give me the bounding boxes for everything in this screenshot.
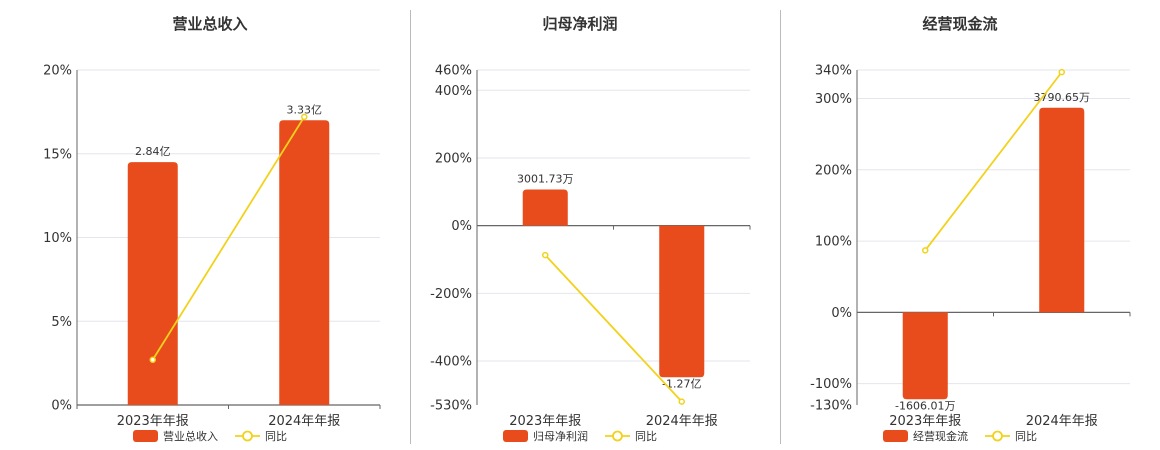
legend-line-label: 同比 xyxy=(265,430,287,443)
y-tick-label: 300% xyxy=(815,92,852,107)
chart-title: 归母净利润 xyxy=(542,15,617,33)
x-category-label: 2023年年报 xyxy=(889,414,961,429)
legend-bar-swatch xyxy=(883,430,908,442)
x-category-label: 2023年年报 xyxy=(509,414,581,429)
legend-bar-swatch xyxy=(133,430,158,442)
y-tick-label: 15% xyxy=(43,147,72,162)
legend: 归母净利润 同比 xyxy=(503,429,657,443)
legend-bar-label: 归母净利润 xyxy=(533,429,588,443)
yoy-line xyxy=(151,116,306,361)
chart-title: 营业总收入 xyxy=(172,15,247,33)
legend: 经营现金流 同比 xyxy=(883,429,1037,443)
y-tick-label: 400% xyxy=(435,84,472,99)
yoy-line xyxy=(924,71,1063,251)
chart-title: 经营现金流 xyxy=(922,15,997,33)
y-tick-label: 5% xyxy=(51,315,72,330)
yoy-point xyxy=(301,113,308,121)
y-tick-label: 340% xyxy=(815,64,852,79)
x-category-label: 2023年年报 xyxy=(117,414,189,429)
x-category-label: 2024年年报 xyxy=(646,414,718,429)
x-category-label: 2024年年报 xyxy=(1026,414,1098,429)
legend-line-marker xyxy=(242,430,253,442)
legend-bar-label: 营业总收入 xyxy=(163,429,218,443)
yoy-point xyxy=(678,398,685,405)
y-tick-label: -130% xyxy=(810,399,852,414)
x-category-label: 2024年年报 xyxy=(268,414,340,429)
y-tick-label: -200% xyxy=(430,287,472,302)
bar-data-label: -1.27亿 xyxy=(662,377,701,390)
bar-data-label: -1606.01万 xyxy=(895,399,955,412)
y-tick-label: 100% xyxy=(815,235,852,250)
bar xyxy=(659,225,705,378)
legend-line-label: 同比 xyxy=(635,430,657,443)
yoy-point xyxy=(922,247,929,254)
yoy-point xyxy=(542,251,549,259)
legend-line-marker xyxy=(992,430,1003,442)
yoy-line xyxy=(544,254,683,403)
bar xyxy=(127,162,178,405)
legend-bar-swatch xyxy=(503,430,528,442)
bar xyxy=(522,189,568,226)
bar xyxy=(1039,107,1085,313)
legend-line-marker xyxy=(612,430,623,442)
y-tick-label: -530% xyxy=(430,399,472,414)
y-tick-label: -400% xyxy=(430,355,472,370)
y-tick-label: 0% xyxy=(831,306,852,321)
bar xyxy=(902,312,948,400)
y-tick-label: 20% xyxy=(43,64,72,79)
y-tick-label: 0% xyxy=(451,219,472,234)
legend: 营业总收入 同比 xyxy=(133,429,287,443)
legend-line-label: 同比 xyxy=(1015,430,1037,443)
yoy-point xyxy=(149,356,156,364)
bar-data-label: 3.33亿 xyxy=(287,103,323,116)
y-tick-label: 10% xyxy=(43,231,72,246)
y-tick-label: 200% xyxy=(815,163,852,178)
bar xyxy=(279,120,330,405)
chart-panel-1: 营业总收入 0% 5% 10% 15% 20% 2023年年报 2024年年报 2.84亿 3.3… xyxy=(43,15,381,443)
y-tick-label: 460% xyxy=(435,64,472,79)
chart-panel-2: 归母净利润 -530% -400% -200% 0% 200% 400% 460% 2023年年… xyxy=(430,15,751,443)
yoy-point xyxy=(1058,68,1065,76)
bar-data-label: 2.84亿 xyxy=(135,145,171,158)
y-tick-label: 0% xyxy=(51,399,72,414)
y-tick-label: -100% xyxy=(810,377,852,392)
legend-bar-label: 经营现金流 xyxy=(913,429,968,443)
chart-panel-3: 经营现金流 -130% -100% 0% 100% 200% 300% 340% 2023年年报… xyxy=(810,15,1131,443)
bar-data-label: 3790.65万 xyxy=(1034,91,1091,104)
y-tick-label: 200% xyxy=(435,151,472,166)
bar-data-label: 3001.73万 xyxy=(517,172,574,185)
